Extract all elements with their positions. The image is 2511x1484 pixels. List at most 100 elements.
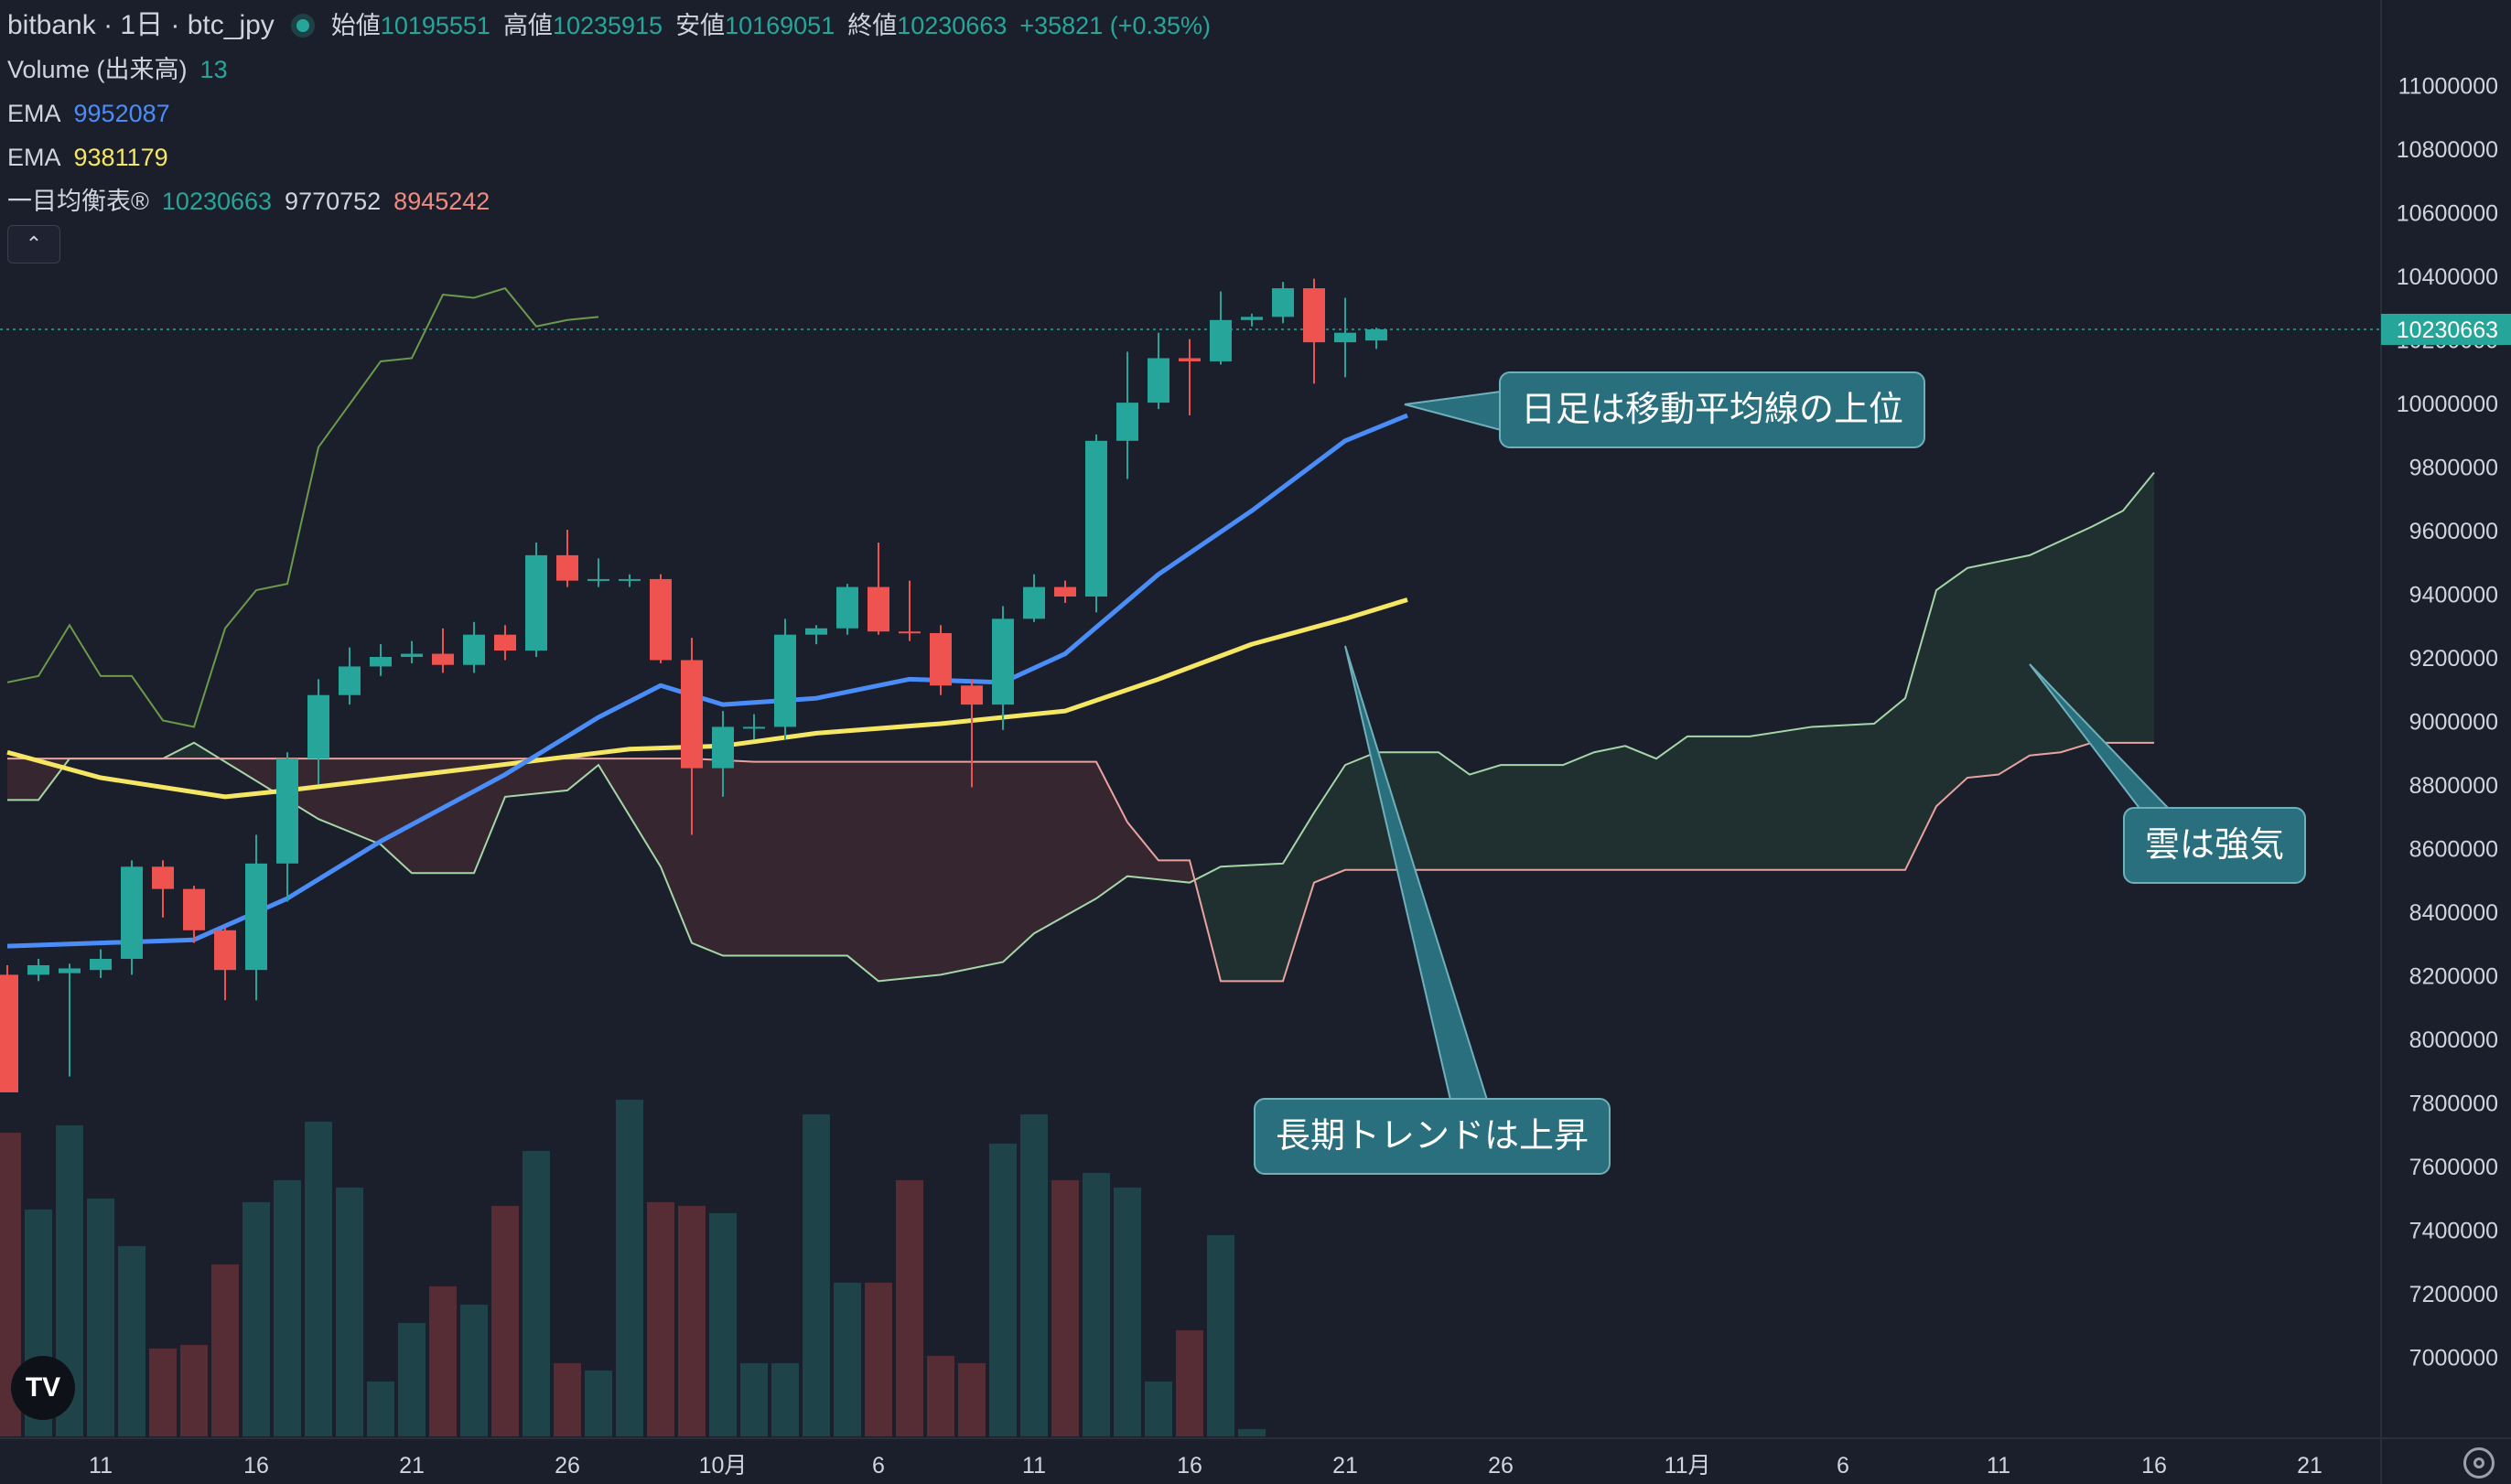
cloud-segment [1859, 724, 1867, 870]
cloud-segment [1819, 726, 1827, 870]
cloud-segment [1493, 765, 1501, 870]
cloud-segment [232, 758, 241, 772]
ichimoku-label: 一目均衡表® [7, 188, 149, 215]
candle-body [1179, 358, 1201, 361]
tradingview-logo[interactable]: TV [11, 1356, 75, 1420]
cloud-segment [497, 758, 505, 816]
volume-bar [554, 1363, 581, 1436]
cloud-segment [372, 758, 381, 844]
symbol-title[interactable]: bitbank · 1日 · btc_jpy [7, 10, 275, 40]
cloud-segment [1236, 865, 1245, 982]
cloud-segment [1003, 761, 1011, 962]
legend-ichimoku[interactable]: 一目均衡表® 10230663 9770752 8945242 [7, 179, 1211, 223]
ohlc-high: 高値10235915 [502, 12, 663, 39]
time-tick-label: 16 [2141, 1453, 2167, 1479]
cloud-segment [979, 761, 987, 967]
cloud-segment [917, 761, 925, 978]
volume-bar [834, 1283, 861, 1436]
cloud-segment [1352, 758, 1361, 870]
volume-bar [367, 1382, 394, 1436]
cloud-segment [583, 758, 591, 779]
candle-body [214, 930, 236, 971]
cloud-segment [443, 758, 451, 874]
cloud-segment [1439, 752, 1447, 870]
settings-icon[interactable] [2463, 1447, 2495, 1479]
volume-bar [149, 1349, 177, 1436]
cloud-segment [676, 758, 684, 924]
cloud-segment [1065, 761, 1073, 917]
cloud-segment [350, 758, 358, 835]
cloud-segment [2030, 551, 2038, 756]
time-tick-label: 21 [399, 1453, 425, 1479]
cloud-segment [1104, 777, 1112, 893]
cloud-segment [458, 758, 467, 874]
cloud-segment [2006, 558, 2014, 770]
cloud-segment [505, 758, 513, 797]
cloud-segment [1321, 789, 1330, 880]
cloud-segment [1034, 761, 1042, 934]
volume-value: 13 [199, 56, 228, 83]
cloud-segment [1050, 761, 1058, 925]
candle-body [463, 634, 485, 665]
cloud-segment [1275, 863, 1283, 982]
cloud-segment [1874, 717, 1882, 870]
volume-bar [1083, 1173, 1110, 1436]
collapse-legend-button[interactable]: ⌃ [7, 225, 60, 263]
cloud-segment [1228, 866, 1236, 982]
volume-bar [647, 1202, 674, 1436]
cloud-segment [2123, 500, 2131, 743]
candle-body [899, 631, 921, 634]
cloud-segment [1010, 761, 1018, 955]
cloud-segment [707, 759, 716, 953]
cloud-segment [878, 761, 887, 982]
volume-bar [491, 1206, 519, 1436]
candle-body [90, 959, 112, 971]
cloud-segment [1601, 748, 1610, 870]
callout-trend: 長期トレンドは上昇 [1254, 1098, 1611, 1175]
volume-bar [1114, 1188, 1141, 1436]
cloud-segment [396, 758, 404, 866]
price-tick-label: 7800000 [2409, 1091, 2498, 1116]
legend-volume[interactable]: Volume (出来高) 13 [7, 48, 1211, 91]
ohlc-close: 終値10230663 [847, 12, 1008, 39]
cloud-segment [2037, 548, 2045, 755]
cloud-segment [1594, 750, 1602, 870]
time-tick-label: 21 [2297, 1453, 2322, 1479]
cloud-segment [1944, 578, 1952, 800]
cloud-segment [1221, 866, 1229, 982]
cloud-segment [738, 760, 747, 956]
cloud-segment [1547, 765, 1556, 870]
legend-ema-fast[interactable]: EMA 9952087 [7, 91, 1211, 135]
cloud-segment [1913, 644, 1921, 855]
cloud-segment [1143, 841, 1151, 879]
cloud-segment [1952, 573, 1960, 792]
price-tick-label: 7000000 [2409, 1345, 2498, 1371]
cloud-segment [1835, 725, 1843, 870]
cloud-segment [1407, 752, 1416, 870]
candle-body [1365, 328, 1387, 341]
cloud-segment [699, 758, 707, 950]
candle-body [1303, 288, 1325, 343]
volume-bar [1145, 1382, 1172, 1436]
price-tick-label: 7600000 [2409, 1155, 2498, 1180]
candle-body [805, 628, 827, 635]
callout-cloud: 雲は強気 [2123, 807, 2307, 884]
legend-ema-slow[interactable]: EMA 9381179 [7, 135, 1211, 179]
cloud-segment [1750, 735, 1758, 870]
cloud-segment [792, 761, 801, 956]
cloud-segment [357, 758, 365, 839]
price-tick-label: 10600000 [2397, 201, 2498, 227]
cloud-segment [1159, 860, 1167, 881]
cloud-segment [1174, 860, 1182, 882]
cloud-segment [1563, 761, 1571, 870]
cloud-segment [2021, 554, 2030, 760]
candle-body [339, 666, 361, 695]
cloud-segment [412, 758, 420, 874]
cloud-segment [1633, 748, 1641, 870]
cloud-segment [38, 758, 47, 801]
ema-slow-value: 9381179 [73, 144, 168, 171]
last-price-label: 10230663 [2397, 317, 2498, 343]
cloud-segment [30, 758, 38, 801]
cloud-segment [870, 761, 878, 982]
